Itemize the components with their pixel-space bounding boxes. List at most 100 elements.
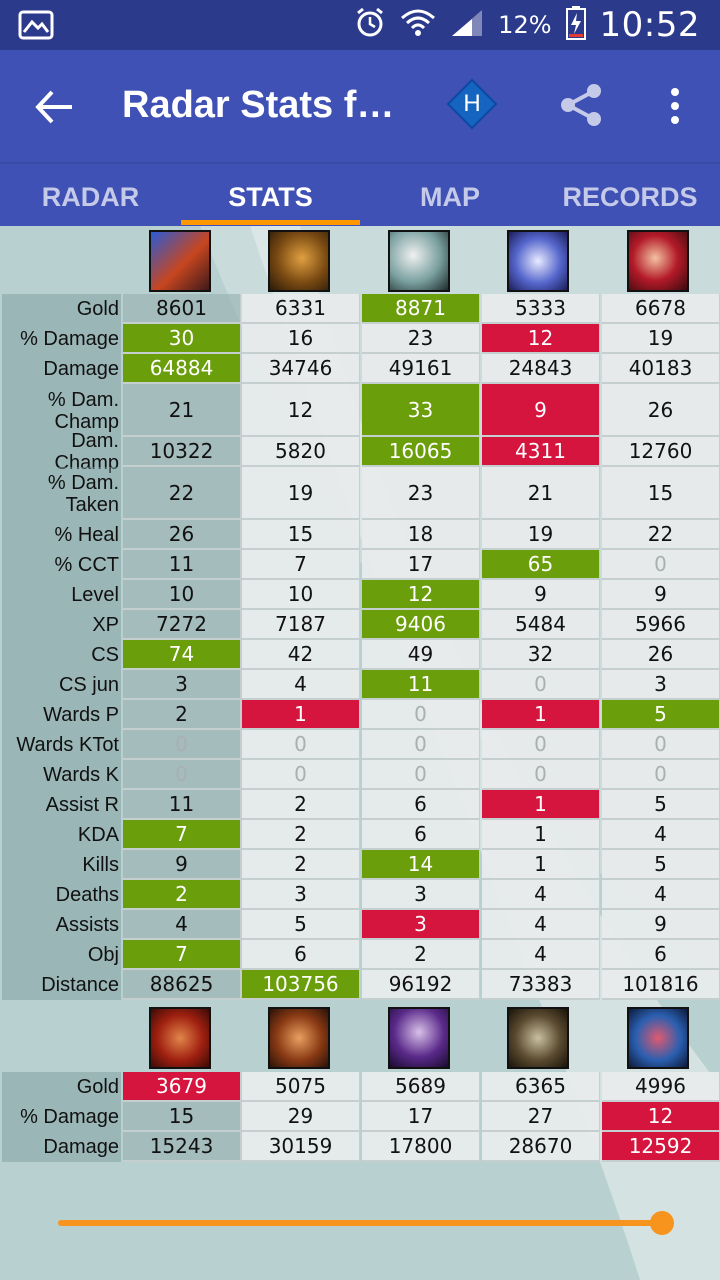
- signal-icon: [450, 8, 484, 43]
- stat-cell: 0: [602, 730, 720, 760]
- stat-cell: 64884: [123, 354, 241, 384]
- stat-cell: 12: [482, 324, 600, 354]
- tab-map[interactable]: MAP: [420, 182, 480, 212]
- slider-track[interactable]: [58, 1220, 662, 1226]
- stat-cell: 5075: [242, 1072, 360, 1102]
- stat-cell: 14: [362, 850, 480, 880]
- stat-cell: 0: [362, 700, 480, 730]
- more-options-button[interactable]: [660, 86, 690, 126]
- stat-cell: 4: [482, 910, 600, 940]
- stat-cell: 12760: [602, 437, 720, 467]
- row-label: Gold: [2, 294, 121, 324]
- stat-cell: 22: [602, 520, 720, 550]
- stat-cell: 49161: [362, 354, 480, 384]
- tab-radar[interactable]: RADAR: [41, 182, 140, 212]
- stat-cell: 4: [602, 880, 720, 910]
- champion-portrait-9[interactable]: [507, 1007, 569, 1069]
- stat-cell: 27: [482, 1102, 600, 1132]
- arrow-left-icon: [35, 90, 72, 124]
- stats-content[interactable]: Gold 8601 6331 8871 5333 6678% Damage 30 16 23 12…: [0, 226, 720, 1280]
- row-label: Distance: [2, 970, 121, 1000]
- champion-portrait-6[interactable]: [149, 1007, 211, 1069]
- row-label: Assist R: [2, 790, 121, 820]
- row-label: Obj: [2, 940, 121, 970]
- share-button[interactable]: [556, 80, 606, 130]
- champion-portrait-2[interactable]: [268, 230, 330, 292]
- champion-portrait-5[interactable]: [627, 230, 689, 292]
- h-badge-button[interactable]: H: [446, 78, 498, 130]
- stat-cell: 12: [362, 580, 480, 610]
- stat-cell: 17: [362, 550, 480, 580]
- stat-cell: 0: [242, 730, 360, 760]
- tab-stats[interactable]: STATS: [228, 182, 313, 212]
- stat-cell: 2: [242, 820, 360, 850]
- stat-cell: 1: [242, 700, 360, 730]
- row-label: Damage: [2, 1132, 121, 1162]
- stat-cell: 6331: [242, 294, 360, 324]
- row-label: Damage: [2, 354, 121, 384]
- stat-cell: 8871: [362, 294, 480, 324]
- row-label: Wards KTot: [2, 730, 121, 760]
- stat-cell: 2: [123, 880, 241, 910]
- stat-cell: 7: [242, 550, 360, 580]
- stat-cell: 16: [242, 324, 360, 354]
- row-label: Dam. Champ: [2, 430, 121, 474]
- gallery-notification-icon: [18, 10, 54, 45]
- slider-thumb[interactable]: [650, 1211, 674, 1235]
- stat-cell: 0: [242, 760, 360, 790]
- stat-cell: 5: [242, 910, 360, 940]
- h-badge-label: H: [463, 90, 481, 117]
- stat-cell: 9: [482, 384, 600, 437]
- stat-cell: 6678: [602, 294, 720, 324]
- stat-cell: 19: [242, 467, 360, 520]
- champion-portrait-4[interactable]: [507, 230, 569, 292]
- stat-cell: 6: [602, 940, 720, 970]
- stat-cell: 9: [123, 850, 241, 880]
- stat-cell: 0: [482, 730, 600, 760]
- app-bar: Radar Stats fo… H: [0, 50, 720, 162]
- stat-cell: 10322: [123, 437, 241, 467]
- stat-cell: 0: [362, 730, 480, 760]
- stat-cell: 11: [123, 550, 241, 580]
- battery-percent: 12%: [498, 11, 552, 39]
- stat-cell: 103756: [242, 970, 360, 1000]
- row-label: KDA: [2, 820, 121, 850]
- stat-cell: 9: [482, 580, 600, 610]
- row-label: Kills: [2, 850, 121, 880]
- stat-cell: 0: [602, 550, 720, 580]
- stat-cell: 3: [602, 670, 720, 700]
- stat-cell: 1: [482, 700, 600, 730]
- champion-portrait-1[interactable]: [149, 230, 211, 292]
- stat-cell: 15: [602, 467, 720, 520]
- champion-portrait-8[interactable]: [388, 1007, 450, 1069]
- alarm-icon: [354, 7, 386, 44]
- tab-bar: RADAR STATS MAP RECORDS: [0, 162, 720, 226]
- stat-cell: 34746: [242, 354, 360, 384]
- champion-portrait-7[interactable]: [268, 1007, 330, 1069]
- stat-cell: 7187: [242, 610, 360, 640]
- stat-cell: 26: [602, 384, 720, 437]
- back-button[interactable]: [30, 82, 80, 132]
- champion-portrait-10[interactable]: [627, 1007, 689, 1069]
- stat-cell: 0: [123, 730, 241, 760]
- stat-cell: 15243: [123, 1132, 241, 1162]
- stat-cell: 26: [123, 520, 241, 550]
- stat-cell: 4: [482, 880, 600, 910]
- row-label: Level: [2, 580, 121, 610]
- tab-records[interactable]: RECORDS: [562, 182, 698, 212]
- row-label: Wards K: [2, 760, 121, 790]
- stat-cell: 9: [602, 580, 720, 610]
- champion-portrait-3[interactable]: [388, 230, 450, 292]
- stat-cell: 10: [123, 580, 241, 610]
- row-label: Deaths: [2, 880, 121, 910]
- stat-cell: 23: [362, 324, 480, 354]
- stat-cell: 23: [362, 467, 480, 520]
- stat-cell: 6365: [482, 1072, 600, 1102]
- row-label: Wards P: [2, 700, 121, 730]
- stat-cell: 24843: [482, 354, 600, 384]
- stat-cell: 19: [482, 520, 600, 550]
- stat-cell: 5689: [362, 1072, 480, 1102]
- stat-cell: 0: [482, 760, 600, 790]
- stat-cell: 8601: [123, 294, 241, 324]
- timeline-slider[interactable]: [58, 1211, 674, 1235]
